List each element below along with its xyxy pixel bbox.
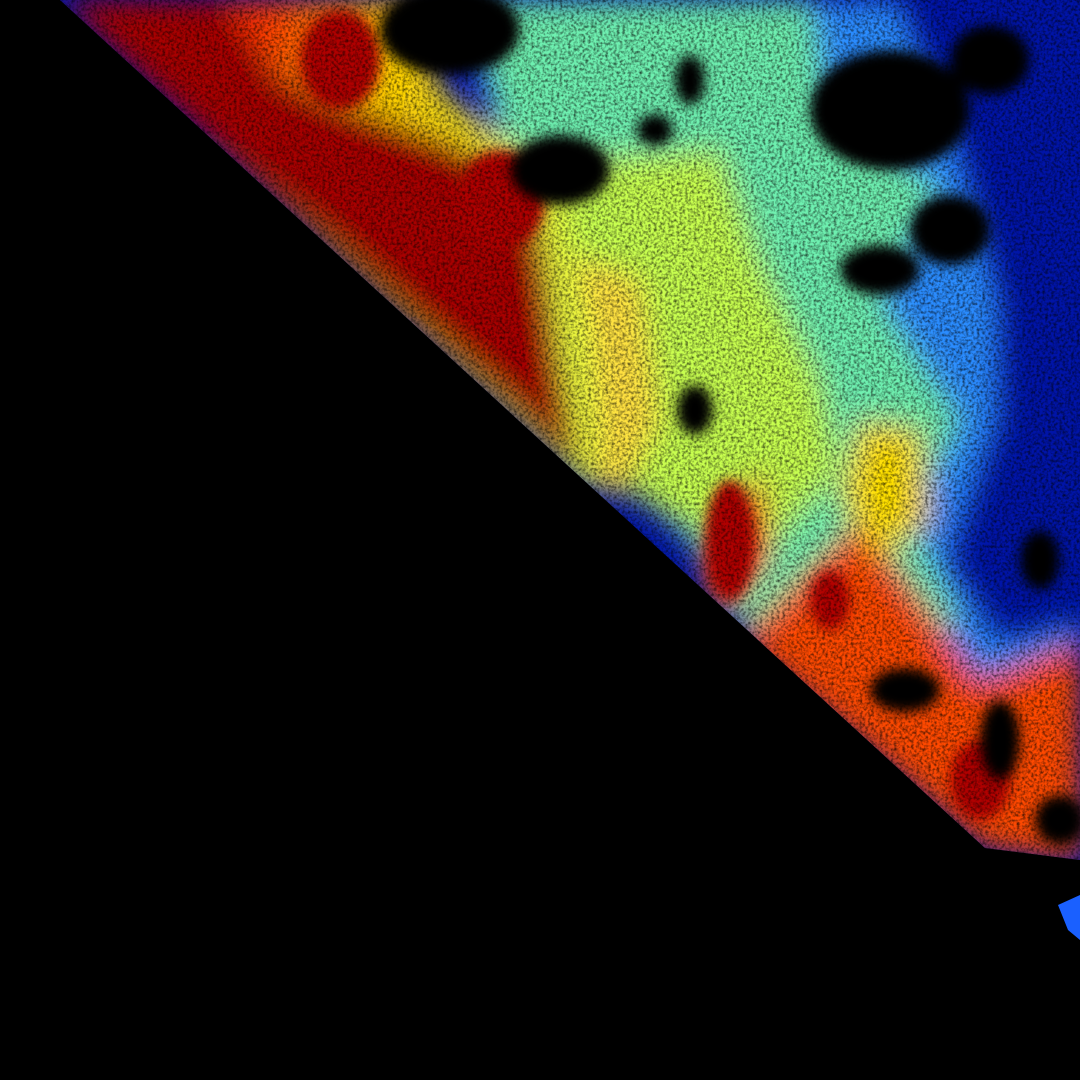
edge-fragment	[1058, 895, 1080, 940]
